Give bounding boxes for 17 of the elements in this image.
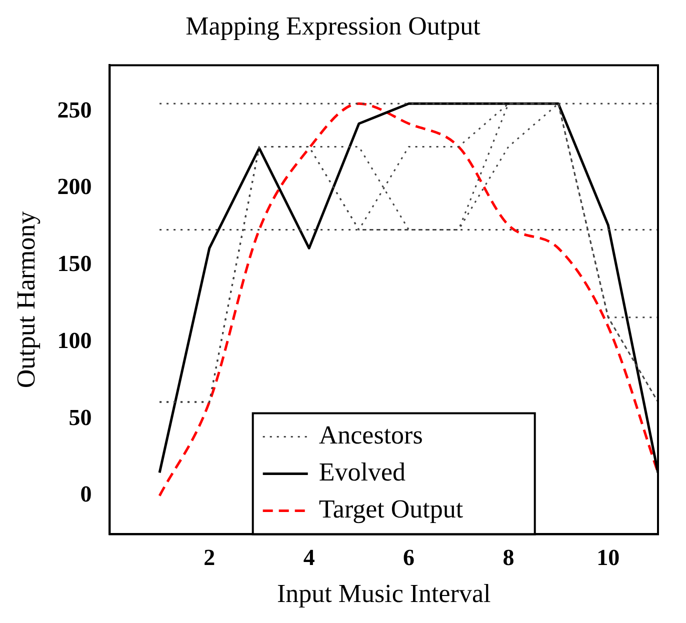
y-axis-title: Output Harmony <box>11 211 40 388</box>
x-tick-label: 8 <box>502 544 514 570</box>
x-tick-label: 4 <box>303 544 316 570</box>
y-tick-label: 250 <box>57 97 92 122</box>
x-tick-label: 10 <box>596 544 620 570</box>
y-tick-label: 50 <box>68 404 92 430</box>
x-tick-label: 6 <box>403 544 415 570</box>
legend-label: Target Output <box>318 494 464 524</box>
legend-label: Ancestors <box>318 420 423 450</box>
legend-label: Evolved <box>318 458 406 487</box>
x-tick-label: 2 <box>204 544 216 570</box>
y-tick-label: 150 <box>57 251 92 276</box>
y-tick-label: 100 <box>57 328 92 353</box>
y-tick-label: 200 <box>57 174 92 200</box>
chart-title: Mapping Expression Output <box>186 11 482 40</box>
y-tick-label: 0 <box>80 482 92 507</box>
x-axis-title: Input Music Interval <box>276 579 491 608</box>
